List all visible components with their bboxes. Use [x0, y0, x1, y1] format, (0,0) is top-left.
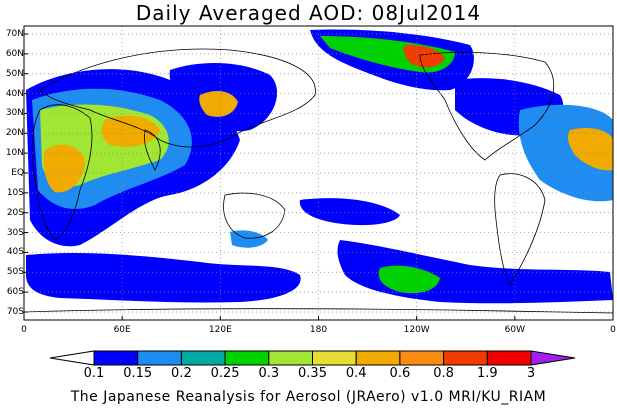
colorbar-tick-label: 0.25 [210, 366, 240, 381]
colorbar-swatch [355, 350, 401, 366]
axis-ticks [23, 33, 614, 320]
lon-label: 120E [208, 325, 232, 335]
colorbar-swatch [399, 350, 445, 366]
coast-eurasia [39, 48, 316, 148]
lat-label: 40N [5, 88, 24, 99]
lat-label: 20N [5, 128, 24, 139]
aod-region-east-asia-hi [199, 90, 238, 117]
lon-label: 60E [113, 325, 131, 335]
aod-region-pacific-patch [299, 198, 400, 226]
lat-label: 30S [6, 227, 24, 238]
colorbar-tick-label: 0.4 [345, 366, 367, 381]
gridlines [24, 26, 613, 320]
aod-region-australia-plume [230, 230, 268, 248]
colorbar-max-triangle [530, 350, 576, 366]
lat-label: 60N [5, 48, 24, 59]
aod-region-atlantic-hi [567, 128, 613, 171]
coast-africa [31, 104, 93, 241]
coast-india [143, 129, 161, 171]
lon-label: 60W [504, 325, 526, 335]
coast-antarctica [24, 308, 613, 314]
coast-south-america [494, 173, 546, 286]
lat-label: 70N [5, 29, 24, 39]
colorbar-tick-label: 0.8 [433, 366, 454, 381]
colorbar-swatch [93, 350, 139, 366]
colorbar-tick-label: 0.35 [298, 366, 327, 381]
coast-australia [223, 192, 286, 239]
lat-label: EQ [11, 168, 24, 178]
lat-label: 50S [6, 267, 24, 278]
colorbar-tick-label: 0.15 [123, 366, 153, 381]
aod-region-siberia-hot [403, 44, 445, 68]
lat-label: 20S [6, 207, 24, 218]
aod-region-south-band-west [26, 252, 301, 303]
lat-label: 10N [5, 148, 24, 159]
lat-label: 60S [6, 287, 24, 298]
lat-label: 70S [6, 307, 24, 317]
colorbar-swatch [312, 350, 357, 366]
colorbar-tick-label: 0.3 [258, 366, 280, 381]
lon-label: 180 [309, 325, 328, 335]
aod-field [26, 29, 613, 304]
aod-region-arabia [101, 115, 160, 147]
colorbar-tick-label: 0.6 [389, 366, 411, 381]
map-title: Daily Averaged AOD: 08Jul2014 [135, 1, 482, 25]
coastlines [24, 48, 613, 314]
aod-map [23, 25, 614, 321]
colorbar-swatch [137, 350, 182, 366]
colorbar-swatch [443, 350, 488, 366]
colorbar [49, 350, 576, 366]
colorbar-swatch [486, 350, 532, 366]
colorbar-tick-label: 1.9 [476, 366, 498, 381]
lat-label: 30N [5, 108, 24, 119]
coast-north-america [419, 51, 554, 161]
colorbar-tick-label: 0.2 [171, 366, 192, 381]
lon-label: 0 [21, 325, 27, 335]
colorbar-swatch [180, 350, 226, 366]
lat-label: 40S [6, 247, 24, 258]
aod-region-sahara [43, 144, 85, 193]
lon-label: 0 [610, 325, 616, 335]
lon-label: 120W [403, 325, 430, 335]
footer-credit: The Japanese Reanalysis for Aerosol (JRA… [70, 389, 547, 405]
lat-label: 10S [6, 187, 24, 198]
colorbar-swatch [224, 350, 270, 366]
colorbar-tick-label: 3 [526, 366, 536, 381]
lat-label: 50N [5, 68, 24, 79]
colorbar-swatch [268, 350, 313, 366]
colorbar-tick-label: 0.1 [83, 366, 105, 381]
colorbar-min-triangle [49, 350, 95, 366]
